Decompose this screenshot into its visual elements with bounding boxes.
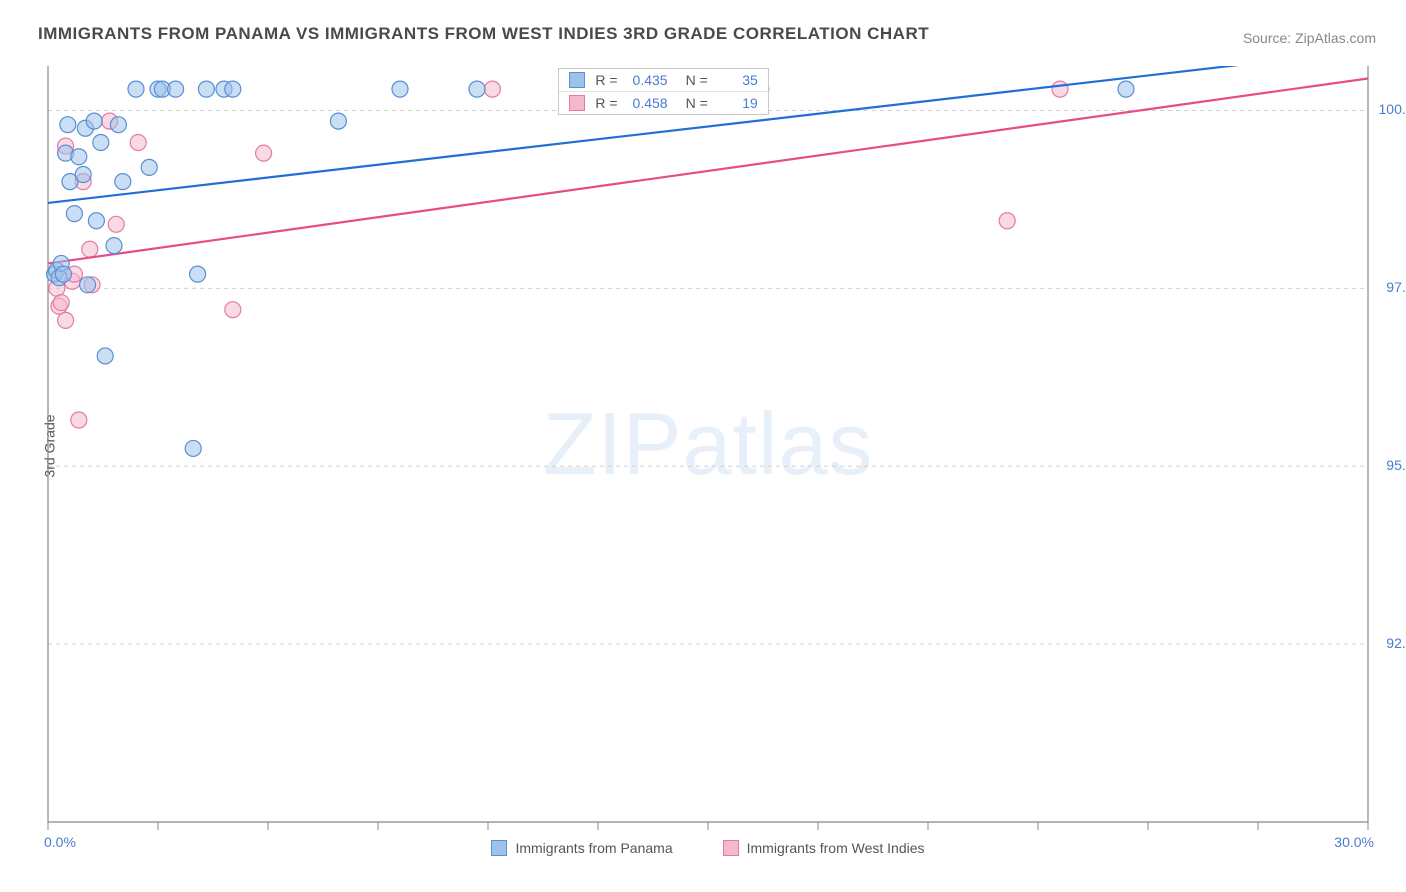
panama-point [141, 159, 157, 175]
west_indies-point [225, 302, 241, 318]
panama-point [330, 113, 346, 129]
x-tick-label: 0.0% [44, 834, 76, 850]
r-value: 0.458 [628, 95, 668, 111]
legend-swatch [491, 840, 507, 856]
panama-point [86, 113, 102, 129]
west_indies-point [108, 216, 124, 232]
panama-point [93, 134, 109, 150]
west_indies-point [53, 295, 69, 311]
n-value: 19 [718, 95, 758, 111]
panama-point [66, 206, 82, 222]
panama-point [198, 81, 214, 97]
r-label: R = [595, 72, 617, 88]
west_indies-point [484, 81, 500, 97]
scatter-chart [48, 66, 1368, 822]
n-label: N = [686, 95, 708, 111]
west_indies-point [1052, 81, 1068, 97]
west_indies-point [58, 312, 74, 328]
panama-point [80, 277, 96, 293]
panama-point [110, 117, 126, 133]
panama-point [75, 167, 91, 183]
legend-swatch [569, 95, 585, 111]
west_indies-point [999, 213, 1015, 229]
panama-point [115, 174, 131, 190]
legend-label: Immigrants from Panama [515, 840, 672, 856]
panama-point [128, 81, 144, 97]
panama-point [88, 213, 104, 229]
panama-point [392, 81, 408, 97]
west_indies-point [256, 145, 272, 161]
x-tick-label: 30.0% [1334, 834, 1374, 850]
y-tick-label: 97.5% [1386, 279, 1406, 295]
stat-row-panama: R = 0.435 N = 35 [559, 69, 767, 91]
panama-point [469, 81, 485, 97]
source-attribution: Source: ZipAtlas.com [1243, 30, 1376, 46]
panama-point [97, 348, 113, 364]
panama-point [1118, 81, 1134, 97]
n-value: 35 [718, 72, 758, 88]
panama-point [106, 238, 122, 254]
panama-point [168, 81, 184, 97]
r-value: 0.435 [628, 72, 668, 88]
bottom-legend: Immigrants from Panama Immigrants from We… [48, 840, 1368, 856]
correlation-stats-box: R = 0.435 N = 35 R = 0.458 N = 19 [558, 68, 768, 115]
panama-point [71, 149, 87, 165]
legend-label: Immigrants from West Indies [747, 840, 925, 856]
legend-swatch [569, 72, 585, 88]
panama-point [225, 81, 241, 97]
y-tick-label: 95.0% [1386, 457, 1406, 473]
west_indies-point [130, 134, 146, 150]
y-tick-label: 100.0% [1379, 101, 1406, 117]
r-label: R = [595, 95, 617, 111]
west_indies-point [82, 241, 98, 257]
y-tick-label: 92.5% [1386, 635, 1406, 651]
chart-title: IMMIGRANTS FROM PANAMA VS IMMIGRANTS FRO… [38, 24, 929, 44]
panama-point [60, 117, 76, 133]
legend-item-west_indies: Immigrants from West Indies [723, 840, 925, 856]
legend-item-panama: Immigrants from Panama [491, 840, 672, 856]
panama-point [190, 266, 206, 282]
plot-area: ZIPatlas R =0.435N =35R =0.458N =19 Immi… [48, 66, 1368, 822]
n-label: N = [686, 72, 708, 88]
panama-point [55, 266, 71, 282]
panama-point [185, 440, 201, 456]
stat-row-west_indies: R = 0.458 N = 19 [559, 91, 767, 114]
west_indies-point [71, 412, 87, 428]
legend-swatch [723, 840, 739, 856]
